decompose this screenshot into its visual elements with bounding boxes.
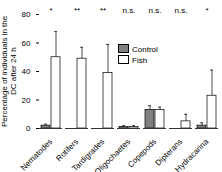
svg-text:Rotifers: Rotifers (54, 137, 80, 163)
svg-text:n.s.: n.s. (149, 6, 162, 15)
html-text:Fish: Fish (132, 56, 148, 65)
svg-text:n.s.: n.s. (175, 6, 188, 15)
svg-text:40: 40 (22, 67, 31, 76)
svg-text:80: 80 (22, 10, 31, 19)
svg-text:*: * (49, 6, 52, 15)
svg-text:Dipterans: Dipterans (153, 137, 185, 168)
svg-text:20: 20 (22, 96, 31, 105)
svg-text:Nematodes: Nematodes (19, 137, 54, 172)
svg-text:**: ** (100, 6, 106, 15)
svg-text:0: 0 (26, 124, 31, 133)
svg-text:60: 60 (22, 39, 31, 48)
svg-text:n.s.: n.s. (123, 6, 136, 15)
html-text:Control: Control (132, 45, 158, 54)
html-text:Percentage of individuals in t: Percentage of individuals in the DC afte… (0, 15, 18, 127)
svg-text:**: ** (74, 6, 80, 15)
svg-text:*: * (205, 6, 208, 15)
svg-text:Oligochaetes: Oligochaetes (93, 137, 132, 172)
svg-text:Hydracarina: Hydracarina (173, 137, 210, 172)
svg-text:Copepods: Copepods (126, 137, 158, 169)
